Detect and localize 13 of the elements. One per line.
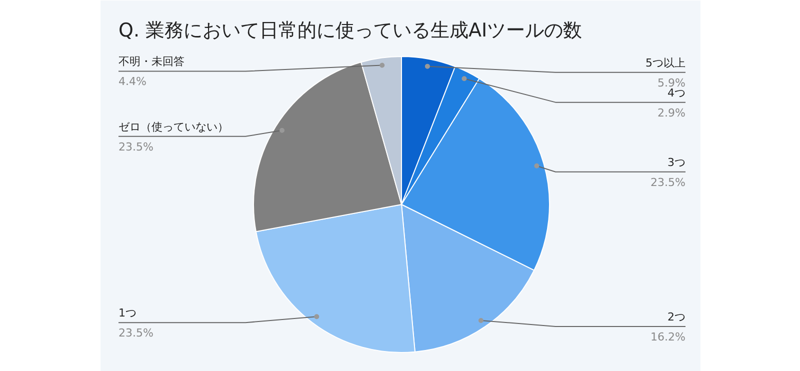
data-label: 4.4% — [118, 75, 146, 88]
chart-title: Q. 業務において日常的に使っている生成AIツールの数 — [118, 20, 582, 42]
data-label: 2.9% — [658, 106, 686, 120]
slice-label: ゼロ（使っていない） — [118, 120, 228, 134]
data-label: 16.2% — [650, 330, 686, 344]
slice-label: 不明・未回答 — [118, 55, 184, 68]
data-label: 23.5% — [650, 176, 686, 189]
slice-label: 5つ以上 — [646, 56, 686, 70]
slice-label: 1つ — [118, 306, 136, 320]
data-label: 23.5% — [118, 140, 154, 154]
slice-label: 3つ — [668, 156, 686, 169]
slice-label: 2つ — [668, 310, 686, 324]
data-label: 23.5% — [118, 326, 154, 340]
